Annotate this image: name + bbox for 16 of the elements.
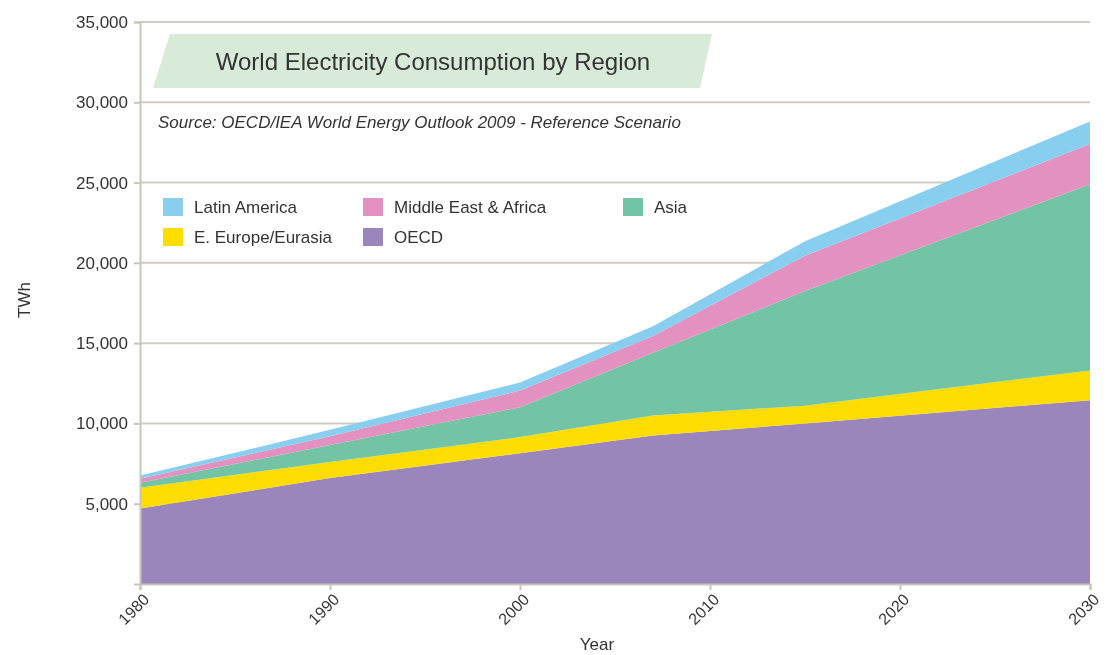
text: World Electricity Consumption by Region <box>215 48 651 75</box>
legend-label: Asia <box>654 198 688 217</box>
y-axis-title: TWh <box>15 282 34 318</box>
y-tick-label: 20,000 <box>76 253 128 273</box>
y-tick-label: 35,000 <box>76 12 128 32</box>
legend-label: Middle East & Africa <box>394 198 547 217</box>
y-tick-label: 10,000 <box>76 414 128 434</box>
y-tick-label: 5,000 <box>85 494 128 514</box>
annotation: Source: OECD/IEA World Energy Outlook 2009 - Reference Scenario <box>158 113 681 132</box>
legend-label: OECD <box>394 228 444 247</box>
y-tick-label: 30,000 <box>76 93 128 113</box>
y-tick-label: 25,000 <box>76 173 128 193</box>
legend-label: E. Europe/Eurasia <box>194 228 333 247</box>
x-axis-title: Year <box>579 635 615 654</box>
y-tick-label: 15,000 <box>76 334 128 354</box>
legend-label: Latin America <box>194 198 298 217</box>
